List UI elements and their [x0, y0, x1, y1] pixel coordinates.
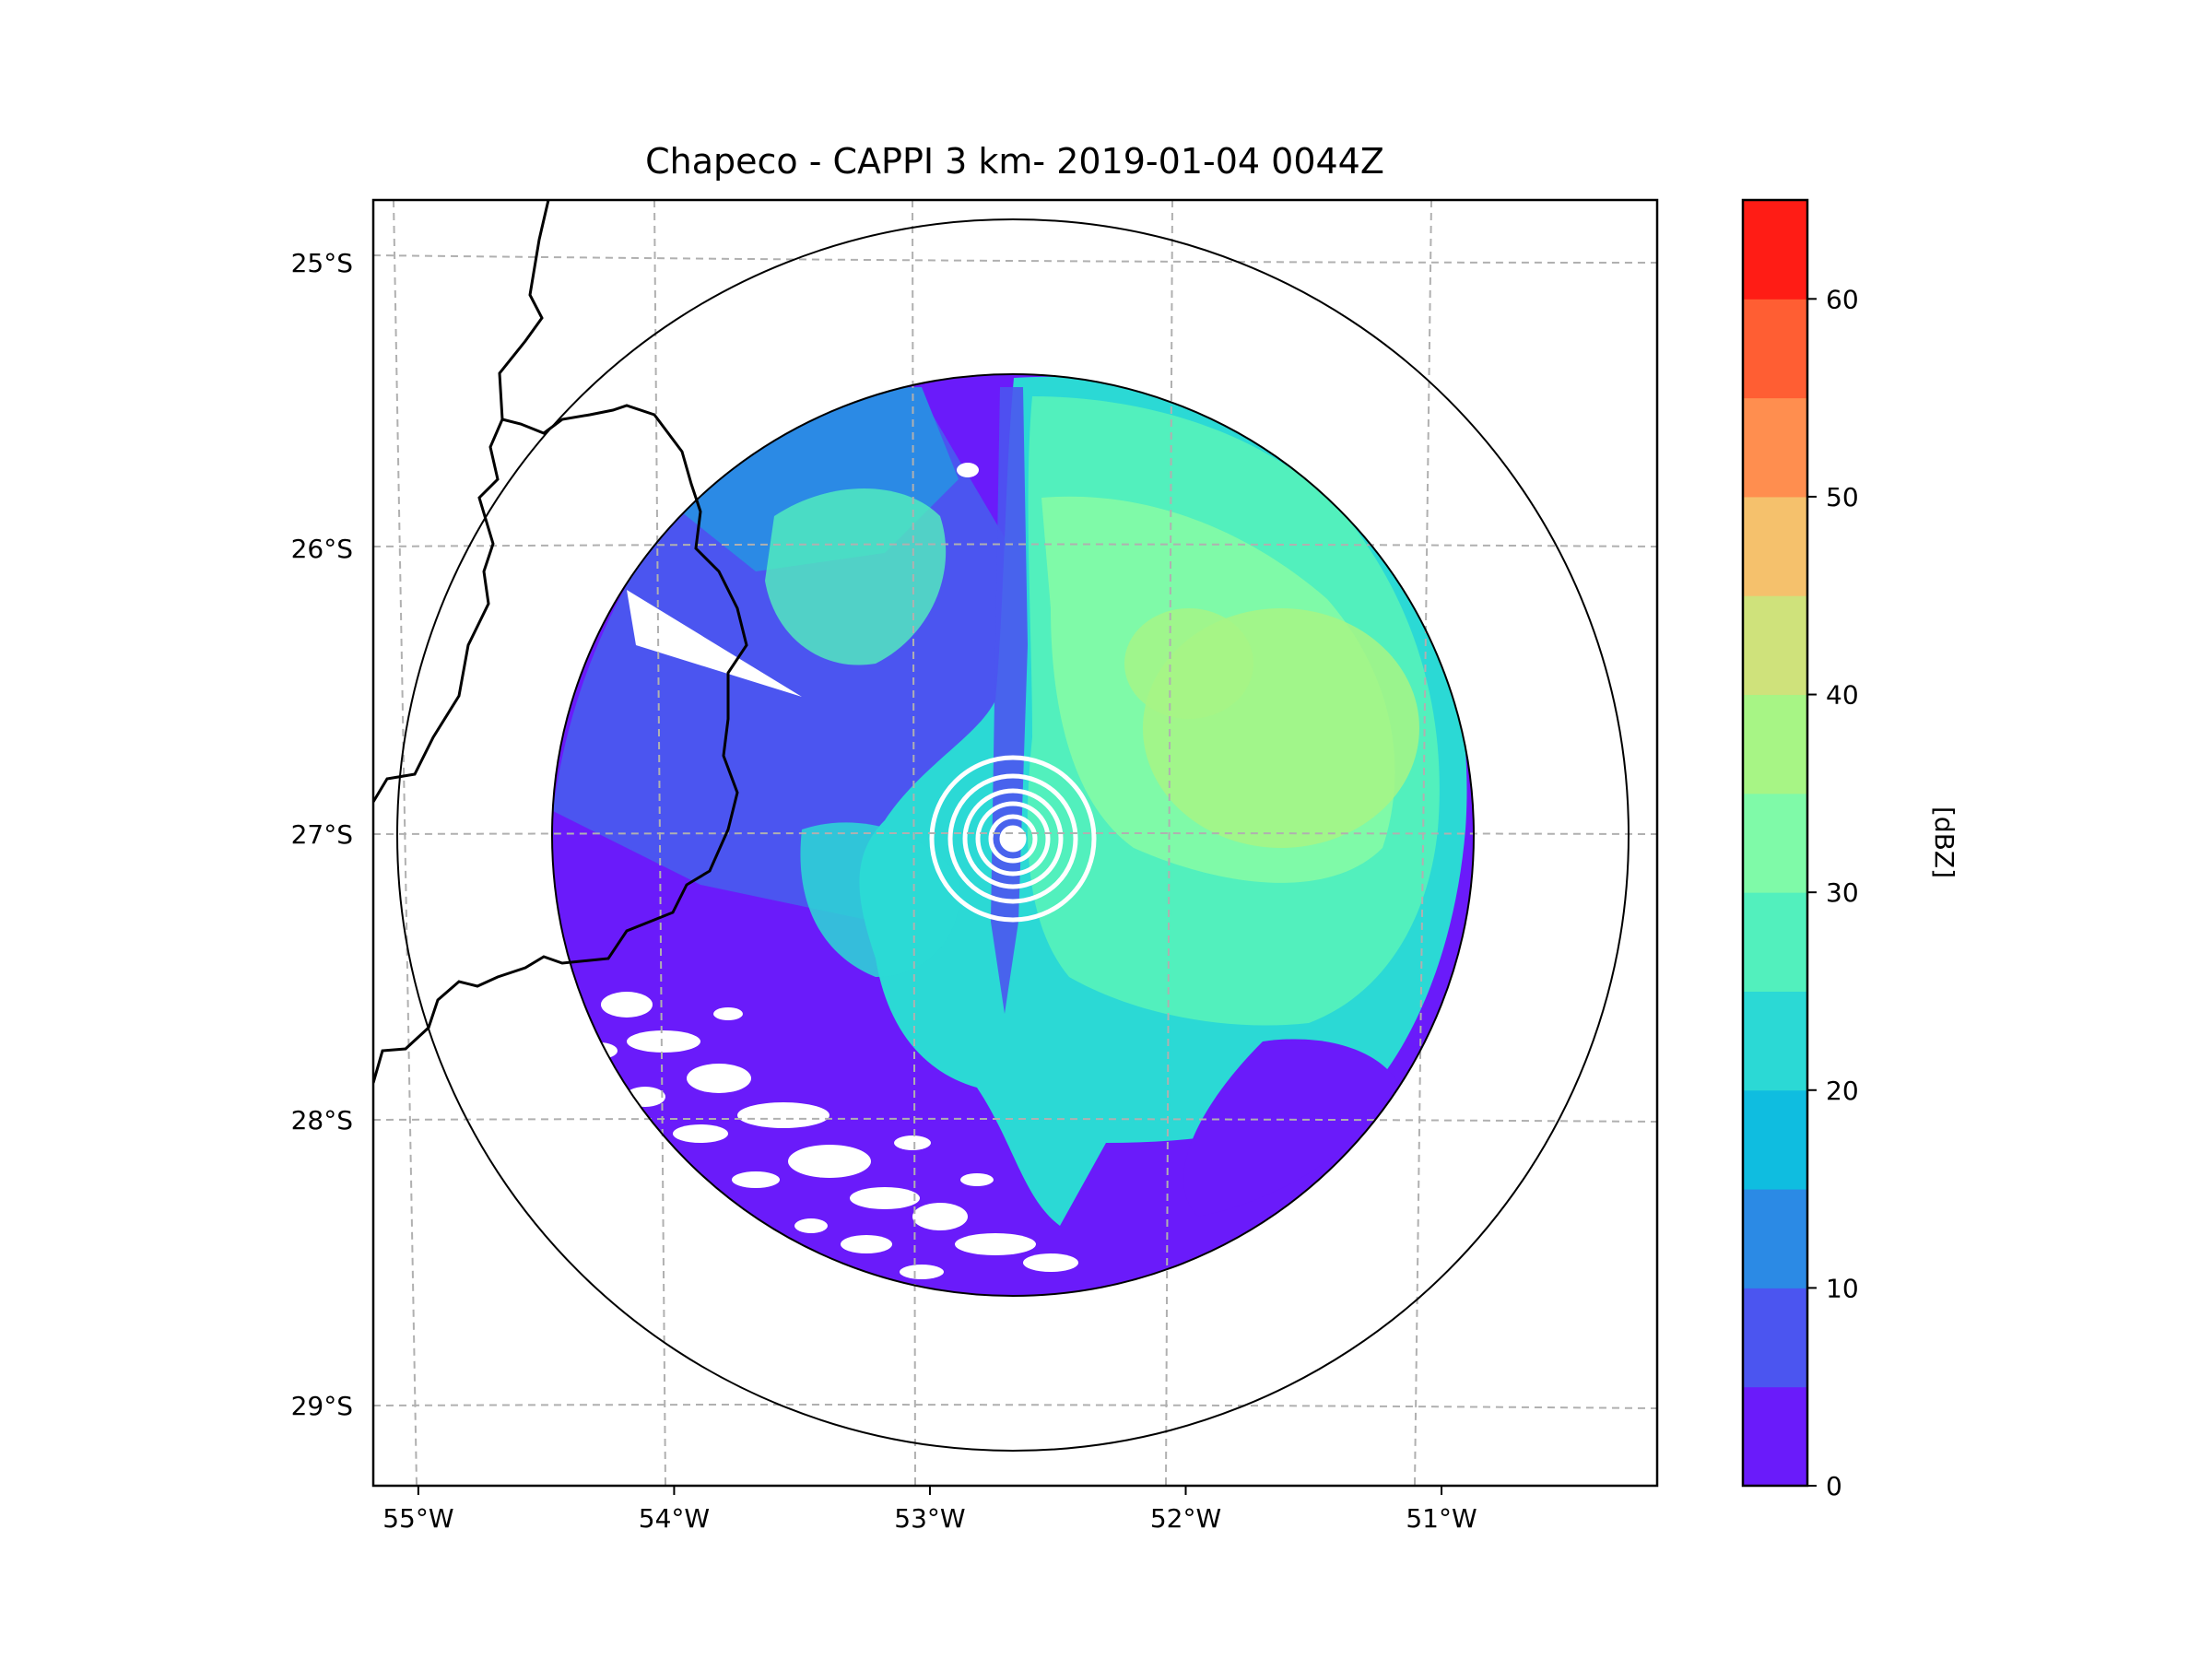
colorbar-tick-label: 10	[1826, 1273, 1859, 1303]
colorbar-bin	[1743, 200, 1807, 300]
colorbar-tick-label: 20	[1826, 1076, 1859, 1106]
colorbar-bin	[1743, 595, 1807, 696]
country-borders	[373, 200, 748, 1084]
range-ring-outer	[396, 218, 1630, 1452]
y-tick-label: 25°S	[291, 248, 353, 278]
plot-frame	[371, 198, 1659, 1488]
y-tick-label: 26°S	[291, 534, 353, 564]
chart-title: Chapeco - CAPPI 3 km- 2019-01-04 0044Z	[645, 141, 1384, 182]
x-tick-label: 55°W	[382, 1503, 453, 1534]
colorbar-bin	[1743, 1386, 1807, 1487]
colorbar-tick-label: 50	[1826, 482, 1859, 512]
x-tick-labels: 55°W 54°W 53°W 52°W 51°W	[382, 1486, 1477, 1534]
x-tick-label: 54°W	[639, 1503, 710, 1534]
reflectivity-field	[552, 374, 1474, 1296]
colorbar-tick-label: 0	[1826, 1471, 1842, 1501]
colorbar-tick-label: 30	[1826, 877, 1859, 908]
colorbar-bin	[1743, 1189, 1807, 1288]
colorbar-bin	[1743, 1288, 1807, 1388]
x-tick-label: 53°W	[894, 1503, 965, 1534]
x-tick-label: 51°W	[1406, 1503, 1477, 1534]
colorbar-bin	[1743, 299, 1807, 399]
colorbar-bin	[1743, 694, 1807, 794]
y-tick-label: 29°S	[291, 1391, 353, 1421]
colorbar-tick-label: 40	[1826, 680, 1859, 711]
colorbar-label: [dBZ]	[1929, 806, 1959, 878]
colorbar-tick-label: 60	[1826, 284, 1859, 314]
graticule	[373, 200, 1657, 1486]
colorbar: 0 10 20 30 40 50 60 [dBZ]	[1741, 198, 1959, 1501]
no-echo-speckles	[581, 463, 1078, 1279]
map-axes	[371, 198, 1659, 1488]
clutter-rings	[929, 755, 1097, 923]
colorbar-frame	[1741, 198, 1809, 1488]
colorbar-bin	[1743, 496, 1807, 596]
colorbar-bin	[1743, 793, 1807, 893]
y-tick-label: 28°S	[291, 1105, 353, 1135]
range-ring-inner	[551, 373, 1475, 1297]
colorbar-bin	[1743, 397, 1807, 498]
colorbar-bin	[1743, 1089, 1807, 1190]
x-tick-label: 52°W	[1150, 1503, 1221, 1534]
y-tick-label: 27°S	[291, 819, 353, 850]
y-tick-labels: 25°S 26°S 27°S 28°S 29°S	[291, 248, 353, 1421]
beam-blockage-wedge	[627, 590, 802, 697]
colorbar-bin	[1743, 892, 1807, 992]
colorbar-bin	[1743, 991, 1807, 1091]
